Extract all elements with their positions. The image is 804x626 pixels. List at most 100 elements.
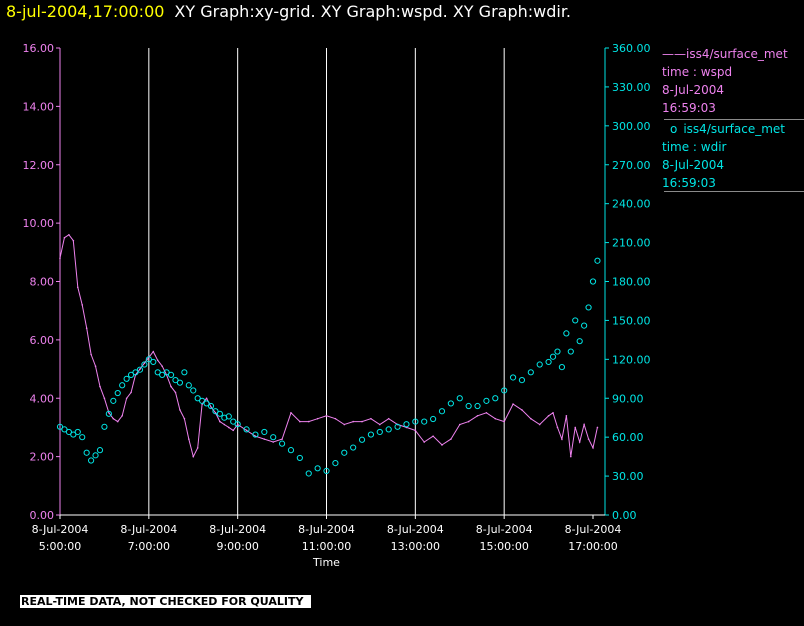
wdir-point (225, 413, 232, 420)
left-tick-label: 0.00 (30, 509, 55, 522)
wspd-point (485, 412, 488, 414)
wdir-point (83, 449, 90, 456)
wspd-point (103, 397, 106, 400)
wspd-point (156, 359, 159, 362)
wspd-point (139, 368, 141, 370)
wdir-point (270, 434, 277, 441)
right-tick-label: 120.00 (612, 353, 651, 366)
wdir-point (376, 428, 383, 436)
wspd-point (170, 385, 172, 388)
wspd-point (361, 420, 363, 423)
wdir-point (145, 356, 152, 363)
wdir-point (110, 397, 117, 404)
wspd-point (90, 353, 92, 356)
wspd-point (494, 417, 497, 420)
wdir-point (385, 426, 392, 433)
wspd-point (81, 304, 84, 306)
left-tick-label: 10.00 (23, 217, 55, 230)
wspd-point (94, 365, 97, 367)
wspd-point (307, 420, 310, 423)
wdir-point (589, 278, 597, 285)
wdir-point (141, 361, 148, 368)
wdir-point (576, 338, 583, 345)
wdir-point (430, 415, 437, 423)
wspd-point (423, 441, 426, 443)
wdir-point (509, 374, 517, 381)
wdir-point (194, 395, 201, 402)
wdir-point (474, 402, 481, 410)
wdir-point (367, 431, 375, 438)
x-tick-time: 17:00:00 (568, 540, 617, 553)
wspd-point (188, 438, 190, 440)
left-tick-label: 12.00 (23, 159, 55, 172)
x-tick-date: 8-Jul-2004 (565, 523, 622, 536)
wspd-point (538, 423, 541, 426)
wdir-point (127, 371, 135, 378)
wspd-point (387, 417, 390, 420)
graph-titles: XY Graph:xy-grid. XY Graph:wspd. XY Grap… (174, 2, 572, 21)
wspd-point (219, 420, 221, 423)
x-tick-time: 11:00:00 (302, 540, 351, 553)
right-tick-label: 150.00 (612, 314, 651, 327)
wdir-point (518, 376, 526, 384)
wspd-point (263, 438, 266, 440)
wdir-point (572, 317, 579, 324)
wspd-point (458, 423, 461, 426)
wdir-point (323, 467, 330, 474)
wspd-point (325, 414, 328, 417)
right-tick-label: 240.00 (612, 198, 651, 211)
wspd-point (214, 412, 217, 414)
wdir-point (558, 364, 566, 371)
wdir-point (56, 423, 64, 430)
wspd-point (574, 426, 577, 429)
wdir-point (101, 423, 108, 430)
wspd-point (530, 417, 532, 420)
legend-wdir-name: iss4/surface_met (683, 122, 785, 136)
x-tick-date: 8-Jul-2004 (476, 523, 533, 536)
wspd-point (299, 420, 301, 423)
wdir-point (438, 408, 446, 415)
wdir-point (105, 410, 112, 417)
left-tick-label: 4.00 (30, 392, 55, 405)
legend-wspd: ——iss4/surface_met time : wspd 8-Jul-200… (662, 45, 788, 117)
wspd-point (556, 426, 559, 429)
legend-wdir-variable: time : wdir (662, 140, 727, 154)
wdir-point (203, 400, 210, 407)
wspd-point (68, 234, 70, 236)
wspd-point (467, 420, 470, 423)
wdir-point (61, 426, 68, 433)
legend-wdir-time: 16:59:03 (662, 176, 716, 190)
wspd-point (552, 412, 554, 414)
legend-divider (664, 191, 804, 192)
x-tick-time: 9:00:00 (216, 540, 258, 553)
wdir-point (119, 382, 126, 389)
wspd-point (592, 447, 594, 449)
wspd-point (281, 438, 283, 440)
x-tick-time: 7:00:00 (128, 540, 170, 553)
wspd-point (503, 420, 505, 423)
legend-wdir: o iss4/surface_met time : wdir 8-Jul-2004… (662, 120, 785, 192)
legend-wspd-date: 8-Jul-2004 (662, 83, 724, 97)
wdir-point (305, 470, 312, 477)
legend-wdir-date: 8-Jul-2004 (662, 158, 724, 172)
right-tick-label: 90.00 (612, 392, 644, 405)
x-tick-time: 13:00:00 (391, 540, 440, 553)
wdir-point (74, 428, 81, 436)
wdir-point (96, 447, 104, 454)
wdir-point (549, 353, 557, 360)
wdir-point (136, 366, 144, 373)
x-tick-date: 8-Jul-2004 (32, 523, 89, 536)
right-tick-label: 360.00 (612, 42, 651, 55)
wspd-point (254, 435, 257, 437)
wdir-point (501, 387, 508, 394)
wspd-point (476, 414, 479, 417)
wdir-point (212, 408, 219, 415)
wspd-point (334, 417, 337, 420)
wdir-point (176, 379, 184, 386)
right-tick-label: 270.00 (612, 159, 651, 172)
wspd-point (414, 429, 417, 432)
wdir-point (358, 436, 366, 443)
wdir-point (536, 361, 543, 368)
wdir-point (114, 389, 121, 397)
